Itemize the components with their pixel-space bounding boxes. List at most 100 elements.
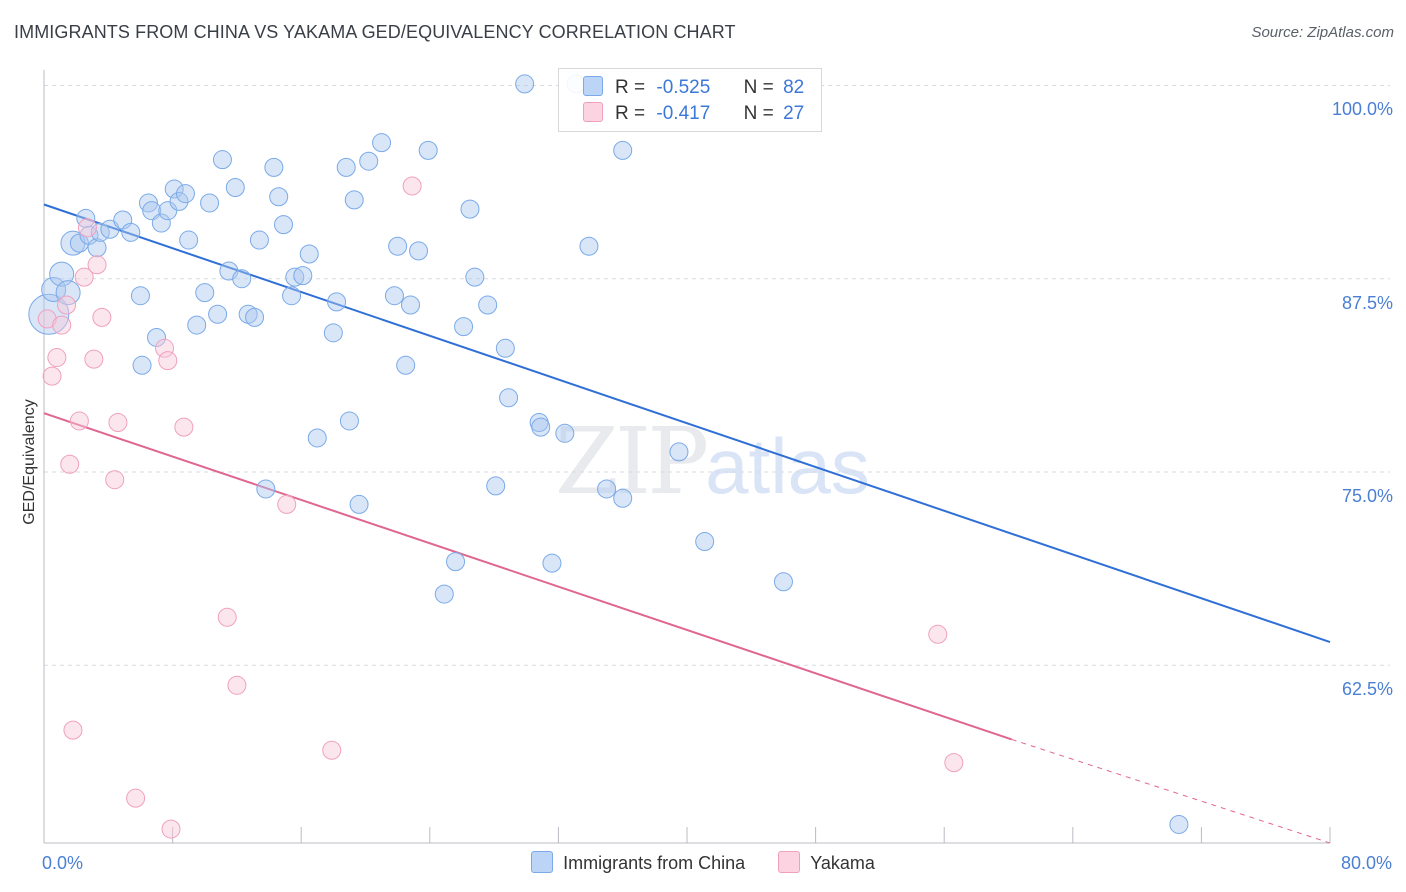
bottom-legend-yakama: Yakama <box>778 851 875 874</box>
point-china <box>293 266 313 286</box>
point-yakama <box>47 348 67 368</box>
point-china <box>336 157 356 177</box>
point-china <box>454 317 474 337</box>
point-yakama <box>87 255 107 275</box>
point-china <box>132 355 152 375</box>
watermark-atlas: atlas <box>705 422 870 510</box>
point-yakama <box>402 176 422 196</box>
point-china <box>597 479 617 499</box>
point-china <box>245 307 265 327</box>
point-yakama <box>60 454 80 474</box>
legend-n-value: 27 <box>783 103 805 124</box>
point-yakama <box>63 720 83 740</box>
point-china <box>69 233 89 253</box>
legend-n-value: 82 <box>783 77 805 98</box>
point-china <box>478 295 498 315</box>
point-china <box>100 219 120 239</box>
point-yakama <box>108 412 128 432</box>
bottom-legend-china: Immigrants from China <box>531 851 745 874</box>
point-yakama <box>42 366 62 386</box>
point-china <box>669 442 689 462</box>
point-china <box>269 187 289 207</box>
point-china <box>613 488 633 508</box>
point-yakama <box>174 417 194 437</box>
y-tick-label: 62.5% <box>1341 679 1393 700</box>
point-china <box>555 423 575 443</box>
chart-title: IMMIGRANTS FROM CHINA VS YAKAMA GED/EQUI… <box>14 22 736 42</box>
point-yakama <box>37 309 57 329</box>
point-china <box>49 261 75 287</box>
point-china <box>138 193 158 213</box>
x-tick-max: 80.0% <box>1340 853 1392 873</box>
point-china <box>486 476 506 496</box>
point-china <box>339 411 359 431</box>
point-yakama <box>944 753 964 773</box>
point-china <box>195 283 215 303</box>
legend-r-label: R = <box>615 103 646 124</box>
bottom-legend-label: Yakama <box>810 853 875 873</box>
point-china <box>773 572 793 592</box>
point-china <box>542 553 562 573</box>
point-yakama <box>155 338 175 358</box>
point-china <box>388 236 408 256</box>
legend-r-label: R = <box>615 77 646 98</box>
point-china <box>344 190 364 210</box>
point-china <box>179 230 199 250</box>
point-china <box>130 286 150 306</box>
point-china <box>460 199 480 219</box>
point-china <box>285 267 305 287</box>
bottom-swatch-blue <box>531 851 554 873</box>
point-yakama <box>77 218 97 238</box>
point-china <box>579 236 599 256</box>
point-china <box>187 315 207 335</box>
point-china <box>147 327 167 347</box>
legend-n-label: N = <box>743 77 774 98</box>
point-china <box>446 552 466 572</box>
point-china <box>151 213 171 233</box>
trendline-china <box>43 203 1331 643</box>
legend-r-value: -0.417 <box>656 103 711 124</box>
point-china <box>299 244 319 264</box>
point-china <box>256 479 276 499</box>
point-yakama <box>92 307 112 327</box>
point-china <box>465 267 485 287</box>
stats-legend: R = -0.525 N = 82 R = -0.417 N = 27 <box>558 68 822 132</box>
point-china <box>264 157 284 177</box>
point-china <box>1169 814 1189 834</box>
point-yakama <box>928 624 948 644</box>
point-china <box>28 293 70 335</box>
point-yakama <box>52 315 72 335</box>
source-label: Source: ZipAtlas.com <box>1251 24 1394 41</box>
point-china <box>323 323 343 343</box>
point-china <box>349 494 369 514</box>
point-yakama <box>69 411 89 431</box>
point-china <box>225 177 245 197</box>
point-yakama <box>105 470 125 490</box>
point-china <box>695 532 715 552</box>
point-china <box>232 269 252 289</box>
point-china <box>249 230 269 250</box>
point-china <box>208 304 228 324</box>
legend-row-china: R = -0.525 N = 82 <box>583 76 804 99</box>
point-yakama <box>84 349 104 369</box>
trendline-yakama <box>43 412 1013 741</box>
legend-row-yakama: R = -0.417 N = 27 <box>583 102 804 125</box>
legend-swatch-pink <box>583 102 603 122</box>
point-yakama <box>126 788 146 808</box>
point-china <box>418 140 438 160</box>
point-china <box>121 222 141 242</box>
point-china <box>495 338 515 358</box>
point-china <box>409 241 429 261</box>
legend-r-value: -0.525 <box>656 77 711 98</box>
point-china <box>327 292 347 312</box>
point-china <box>175 184 195 204</box>
bottom-legend: Immigrants from China Yakama <box>0 851 1406 874</box>
point-yakama <box>74 267 94 287</box>
point-yakama <box>158 351 178 371</box>
point-yakama <box>57 295 77 315</box>
point-china <box>434 584 454 604</box>
point-yakama <box>217 607 237 627</box>
point-china <box>499 388 519 408</box>
point-china <box>212 150 232 170</box>
